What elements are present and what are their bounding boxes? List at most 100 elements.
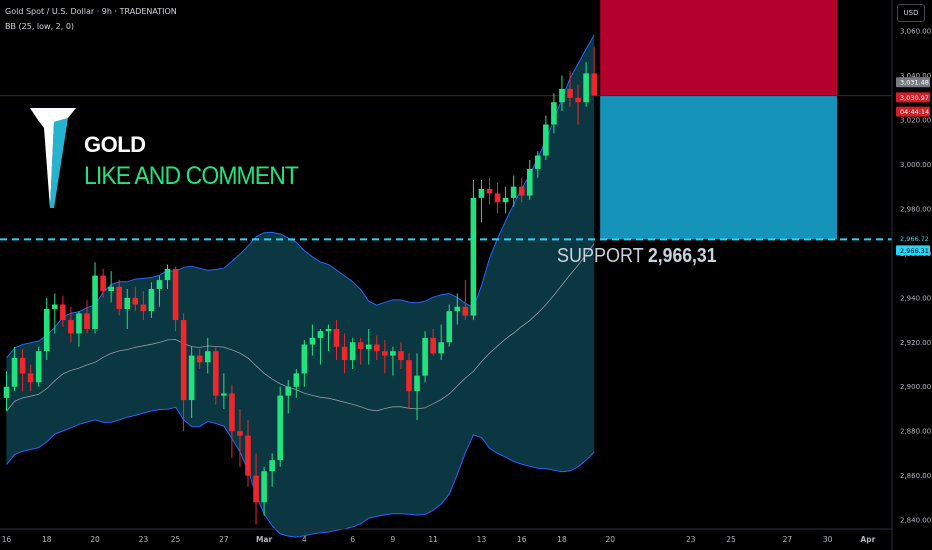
take-profit-zone bbox=[600, 95, 837, 240]
last-price-label-box bbox=[896, 77, 930, 88]
support-price-label-a-box bbox=[896, 233, 930, 244]
candle-body bbox=[237, 431, 243, 436]
candle-body bbox=[43, 308, 50, 352]
time-tick-label: 23 bbox=[139, 535, 149, 544]
candle-body bbox=[438, 342, 444, 354]
support-price-label-b: 2,966.31 bbox=[900, 247, 929, 255]
time-tick-label: 6 bbox=[350, 535, 355, 544]
candle-body bbox=[277, 395, 283, 461]
candle-body bbox=[60, 304, 66, 321]
candle-body bbox=[575, 97, 581, 103]
entry-price-label-box bbox=[896, 92, 930, 103]
time-tick-label: 16 bbox=[517, 535, 527, 544]
time-tick-label: 20 bbox=[605, 535, 615, 544]
candle-body bbox=[583, 73, 589, 103]
candle-body bbox=[68, 320, 74, 334]
time-tick-label: Mar bbox=[256, 535, 273, 544]
candle-body bbox=[333, 328, 340, 347]
candle-body bbox=[213, 351, 219, 396]
candle-body bbox=[221, 393, 227, 396]
price-tick-label: 2,840.00 bbox=[900, 517, 931, 525]
candle-body bbox=[11, 357, 18, 387]
candle-body bbox=[84, 313, 90, 329]
candle-body bbox=[398, 351, 404, 361]
candle-body bbox=[543, 124, 549, 156]
time-tick-label: Apr bbox=[860, 535, 875, 544]
currency-button[interactable]: USD bbox=[897, 4, 925, 22]
entry-price-label: 3,030.97 bbox=[900, 94, 929, 102]
candle-body bbox=[406, 360, 412, 392]
time-tick-label: 18 bbox=[42, 535, 52, 544]
time-tick-label: 25 bbox=[171, 535, 181, 544]
price-tick-label: 2,880.00 bbox=[900, 428, 931, 436]
time-tick-label: 4 bbox=[302, 535, 307, 544]
candle-body bbox=[349, 342, 356, 361]
candle-body bbox=[430, 337, 436, 354]
support-price-label-b-box bbox=[896, 245, 930, 256]
bar-countdown-label: 04:44:14 bbox=[900, 108, 929, 116]
candle-body bbox=[486, 188, 493, 194]
candle-body bbox=[229, 393, 235, 432]
bollinger-basis-line bbox=[6, 243, 595, 412]
candle-body bbox=[253, 475, 259, 503]
candle-body bbox=[309, 337, 316, 345]
candle-body bbox=[188, 355, 195, 401]
candle-body bbox=[19, 357, 26, 374]
brand-logo-icon bbox=[30, 108, 76, 208]
candle-body bbox=[502, 197, 509, 203]
price-tick-label: 3,040.00 bbox=[900, 72, 931, 80]
indicator-legend[interactable]: BB (25, low, 2, 0) bbox=[5, 22, 75, 31]
time-tick-label: 27 bbox=[219, 535, 229, 544]
candle-body bbox=[526, 168, 533, 196]
candle-body bbox=[180, 320, 187, 401]
candle-body bbox=[124, 297, 131, 309]
candle-body bbox=[365, 344, 372, 349]
candle-body bbox=[293, 373, 300, 387]
last-price-label: 3,031.48 bbox=[900, 79, 929, 87]
bollinger-lower-line bbox=[6, 406, 595, 538]
time-tick-label: 23 bbox=[686, 535, 696, 544]
candle-body bbox=[374, 344, 380, 352]
time-tick-label: 27 bbox=[783, 535, 793, 544]
candle-body bbox=[92, 275, 98, 329]
candle-body bbox=[76, 313, 82, 334]
candle-body bbox=[382, 351, 388, 356]
time-tick-label: 18 bbox=[557, 535, 567, 544]
bollinger-band-fill bbox=[6, 34, 595, 538]
stop-loss-zone bbox=[600, 0, 837, 96]
time-tick-label: 20 bbox=[90, 535, 100, 544]
price-tick-label: 2,980.00 bbox=[900, 205, 931, 213]
bar-countdown-label-box bbox=[896, 106, 930, 117]
candle-body bbox=[301, 344, 308, 374]
price-tick-label: 2,860.00 bbox=[900, 472, 931, 480]
price-tick-label: 3,000.00 bbox=[900, 161, 931, 169]
candle-body bbox=[414, 375, 420, 392]
price-tick-label: 2,900.00 bbox=[900, 383, 931, 391]
price-tick-label: 3,060.00 bbox=[900, 28, 931, 36]
candle-body bbox=[204, 351, 211, 363]
candle-body bbox=[559, 88, 565, 103]
candle-body bbox=[462, 306, 469, 316]
candle-body bbox=[285, 386, 292, 396]
candle-body bbox=[116, 286, 122, 309]
time-tick-label: 11 bbox=[428, 535, 438, 544]
candle-body bbox=[518, 186, 525, 196]
support-price-label-a: 2,966.72 bbox=[900, 235, 929, 243]
time-tick-label: 9 bbox=[391, 535, 396, 544]
candle-body bbox=[494, 193, 501, 203]
candle-body bbox=[156, 280, 163, 289]
support-value: 2,966,31 bbox=[648, 245, 717, 267]
candle-body bbox=[100, 275, 106, 292]
candle-body bbox=[567, 88, 573, 98]
candle-body bbox=[164, 268, 171, 281]
candle-body bbox=[172, 268, 179, 321]
candle-body bbox=[551, 102, 557, 125]
candle-body bbox=[325, 328, 332, 332]
candle-body bbox=[108, 286, 114, 292]
candle-body bbox=[317, 331, 324, 338]
candle-body bbox=[35, 351, 42, 383]
candle-body bbox=[52, 304, 58, 309]
brand-call-to-action: LIKE AND COMMENT bbox=[84, 162, 299, 190]
candle-body bbox=[446, 311, 453, 343]
